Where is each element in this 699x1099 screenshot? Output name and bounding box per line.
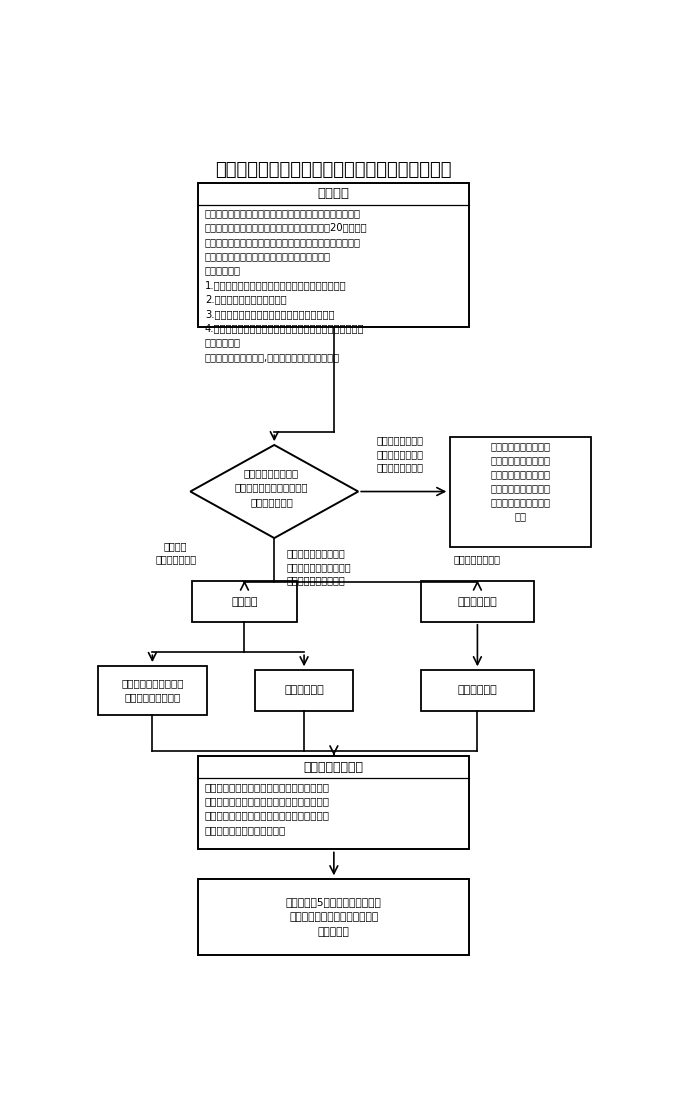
Text: 经办银行: 经办银行: [231, 597, 258, 607]
Text: 存储之日起5日内将存储凭证等信
息上传同步至省农民工工资支付
监管平台。: 存储之日起5日内将存储凭证等信 息上传同步至省农民工工资支付 监管平台。: [286, 898, 382, 937]
Bar: [255, 670, 353, 711]
Bar: [199, 182, 469, 326]
Bar: [98, 666, 207, 715]
Polygon shape: [190, 445, 359, 539]
Bar: [199, 756, 469, 850]
Text: 申请办理: 申请办理: [318, 187, 350, 200]
Text: 向项目所在地人社部门
提供《免于存储工资保
证金工程建设项目不欠
薪承诺书》，市人社开
具免于存储工资保证金
证明: 向项目所在地人社部门 提供《免于存储工资保 证金工程建设项目不欠 薪承诺书》，市…: [491, 441, 551, 521]
Bar: [421, 670, 534, 711]
Text: 现金存储
或银行保函替代: 现金存储 或银行保函替代: [155, 541, 196, 564]
Bar: [192, 581, 297, 622]
Bar: [421, 581, 534, 622]
Text: 开具银行保函: 开具银行保函: [284, 686, 324, 696]
Text: 滨州市人社局办理农民工工资保证金存储流程指引: 滨州市人社局办理农民工工资保证金存储流程指引: [215, 160, 452, 179]
Text: 工程保证保险: 工程保证保险: [458, 686, 497, 696]
Text: 开立农民工工资保证金
专门账户并存储现金: 开立农民工工资保证金 专门账户并存储现金: [121, 678, 184, 702]
Text: 施工总承包单位自工程建设行业主管部门或行政审批部门取
得工程取得施工许可证（开工报告批复）之日起20个工作日
内，前往工程项目所在地县级人力资源社会保障局或市属: 施工总承包单位自工程建设行业主管部门或行政审批部门取 得工程取得施工许可证（开工…: [205, 208, 368, 362]
Text: 按规定比例或减免比例
（项目所在地人社部门初
审、市人社备案）缴纳: 按规定比例或减免比例 （项目所在地人社部门初 审、市人社备案）缴纳: [287, 548, 352, 586]
Text: 经办保险机构: 经办保险机构: [458, 597, 497, 607]
Text: 工程保证保险替代: 工程保证保险替代: [454, 554, 501, 564]
Text: 经项目所在地人社
部门初审、市人社
核准符合免缴情形: 经项目所在地人社 部门初审、市人社 核准符合免缴情形: [377, 435, 424, 473]
Text: 施工总承包单位将银行存储凭证和《农民工工
资保证金存款协议书》副本、保函正本或工程
保证保险原件交项目所在地（或市属经济技术
开发区）劳动保障监察部门。: 施工总承包单位将银行存储凭证和《农民工工 资保证金存款协议书》副本、保函正本或工…: [205, 781, 330, 835]
Bar: [450, 436, 591, 546]
Text: 提交存储凭证材料: 提交存储凭证材料: [304, 761, 364, 774]
Bar: [199, 879, 469, 955]
Text: 工程所在地人力资源
社会保障部门核定应缴纳形
式、比例、金额: 工程所在地人力资源 社会保障部门核定应缴纳形 式、比例、金额: [235, 468, 308, 507]
